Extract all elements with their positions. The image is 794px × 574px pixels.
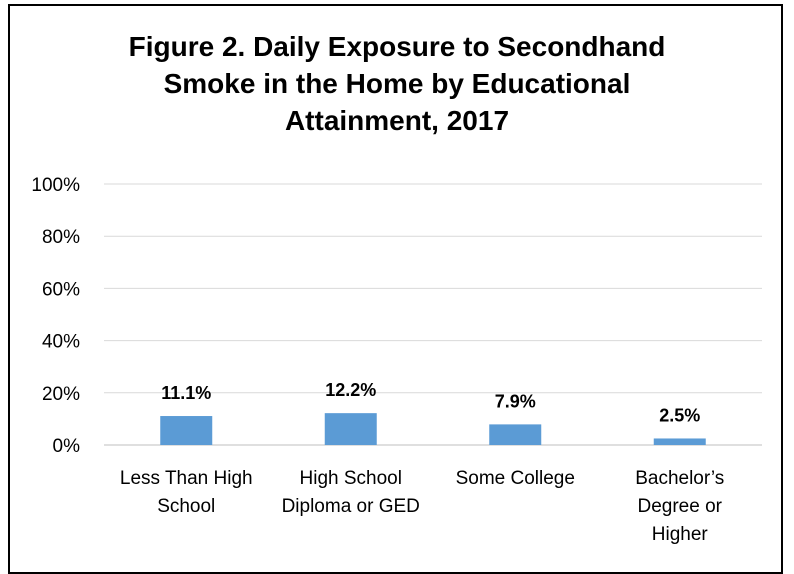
y-tick-label: 60% <box>42 279 80 300</box>
chart-title: Figure 2. Daily Exposure to Secondhand S… <box>128 31 666 136</box>
y-tick-label: 40% <box>42 332 80 353</box>
x-tick-label: Bachelor’s Degree or Higher <box>635 468 724 545</box>
y-tick-label: 100% <box>31 175 80 196</box>
bar <box>324 413 377 445</box>
y-tick-label: 20% <box>42 384 80 405</box>
data-label: 11.1% <box>161 383 211 403</box>
x-tick-label: High School Diploma or GED <box>282 468 420 517</box>
bar <box>489 424 542 445</box>
data-label: 7.9% <box>495 391 536 411</box>
data-label: 12.2% <box>325 380 376 400</box>
y-tick-label: 80% <box>42 227 80 248</box>
bar <box>160 416 213 445</box>
y-tick-label: 0% <box>53 436 81 457</box>
x-tick-label: Less Than High School <box>120 468 253 517</box>
data-label: 2.5% <box>659 405 700 425</box>
x-tick-label: Some College <box>456 468 575 489</box>
chart-frame <box>8 4 783 574</box>
bar <box>653 438 706 445</box>
bar-chart: 0% 20% 40% 60% 80% 100% 11.1% Less Than High Sch… <box>31 175 762 545</box>
